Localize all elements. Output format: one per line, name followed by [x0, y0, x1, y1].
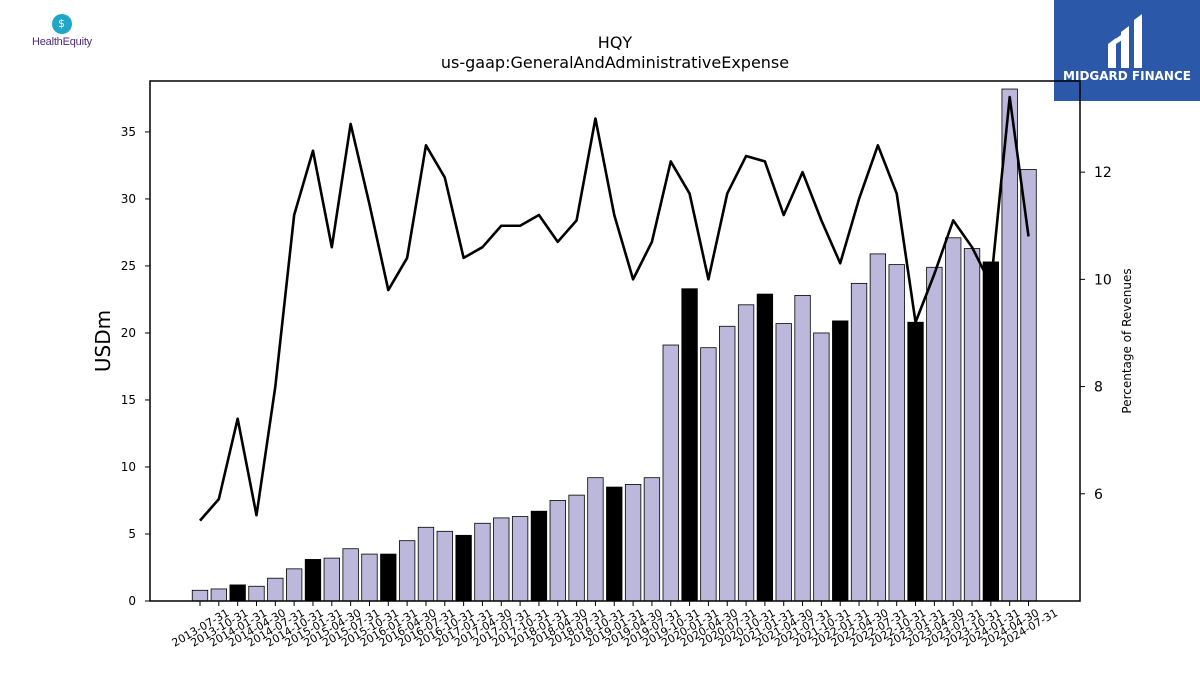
bar-2020-10-31 [737, 304, 755, 602]
healthequity-logo: HealthEquity [22, 14, 102, 48]
y2-tick-label: 10 [1094, 272, 1112, 288]
y2-axis-label: Percentage of Revenues [1120, 268, 1134, 413]
bar-2022-04-30 [850, 282, 868, 602]
healthequity-logo-icon [52, 14, 72, 34]
y-axis-left: 0 5 10 15 20 25 30 35 [121, 125, 150, 608]
bar-2021-07-31 [794, 295, 811, 602]
bar-2017-10-31 [511, 516, 529, 602]
y-tick-label: 15 [121, 393, 136, 407]
plot-frame [149, 80, 1081, 602]
bar-2015-04-30 [323, 557, 340, 602]
bar-2014-07-31 [267, 577, 284, 602]
bar-2022-01-31 [832, 320, 849, 602]
bar-2020-04-30 [700, 347, 717, 602]
bar-2020-01-31 [681, 288, 698, 602]
y-axis-label: USDm [91, 310, 115, 372]
bar-2024-01-31 [982, 261, 1000, 602]
bar-2019-07-31 [643, 477, 661, 602]
bar-2016-01-31 [380, 553, 397, 602]
bar-2018-10-31 [587, 477, 604, 602]
y-axis-right: 6 8 10 12 [1080, 165, 1112, 503]
bar-2016-04-30 [398, 540, 416, 602]
bar-2014-01-31 [229, 584, 246, 602]
bar-2017-01-31 [455, 534, 472, 602]
bar-2019-04-30 [624, 483, 642, 602]
bar-2019-10-31 [662, 344, 679, 602]
y-tick-label: 0 [128, 594, 136, 608]
line-layer [199, 95, 1030, 522]
bar-2017-07-31 [493, 517, 510, 602]
midgard-logo-mark-icon [1108, 14, 1142, 68]
bar-2023-07-31 [945, 237, 962, 602]
chart-title: HQY [598, 33, 633, 52]
bar-2016-07-31 [417, 526, 435, 602]
midgard-finance-logo: MIDGARD FINANCE [1054, 0, 1200, 101]
chart-subtitle: us-gaap:GeneralAndAdministrativeExpense [441, 53, 789, 72]
bar-2013-10-31 [210, 588, 227, 602]
y-tick-label: 30 [121, 192, 136, 206]
y-tick-label: 35 [121, 125, 136, 139]
bar-2021-04-30 [775, 323, 792, 602]
y-tick-label: 5 [128, 527, 136, 541]
bar-2023-04-30 [926, 266, 943, 602]
bar-2016-10-31 [436, 530, 453, 602]
bar-2018-04-30 [549, 500, 566, 602]
bar-2014-10-31 [285, 568, 303, 602]
y2-tick-label: 8 [1094, 380, 1103, 396]
bar-2023-10-31 [963, 248, 981, 602]
y-tick-label: 20 [121, 326, 136, 340]
y2-tick-label: 6 [1094, 487, 1103, 503]
bar-2022-10-31 [888, 264, 905, 602]
bar-2018-01-31 [530, 510, 548, 602]
bar-2018-07-31 [568, 494, 585, 602]
y-tick-label: 25 [121, 259, 136, 273]
bar-2014-04-30 [248, 585, 265, 602]
line-series-percentage-of-revenues [199, 95, 1030, 522]
bar-2015-10-31 [361, 553, 378, 602]
y2-tick-label: 12 [1094, 165, 1112, 181]
bar-2024-04-30 [1001, 88, 1018, 602]
y-tick-label: 10 [121, 460, 136, 474]
bar-2021-01-31 [756, 293, 774, 602]
bar-2020-07-31 [719, 325, 736, 602]
bar-2023-01-31 [907, 321, 924, 602]
midgard-logo-text: MIDGARD FINANCE [1063, 69, 1191, 83]
bar-2013-07-31 [191, 589, 209, 602]
x-axis: 2013-07-312013-10-312014-01-312014-04-30… [170, 601, 1060, 650]
bar-2015-07-31 [342, 548, 359, 602]
bar-2021-10-31 [813, 332, 830, 602]
healthequity-logo-text: HealthEquity [32, 36, 92, 48]
bar-2017-04-30 [474, 522, 491, 602]
bar-2022-07-31 [869, 253, 887, 602]
bar-2015-01-31 [304, 559, 322, 602]
bars-layer [191, 88, 1037, 602]
bar-2019-01-31 [606, 486, 623, 602]
